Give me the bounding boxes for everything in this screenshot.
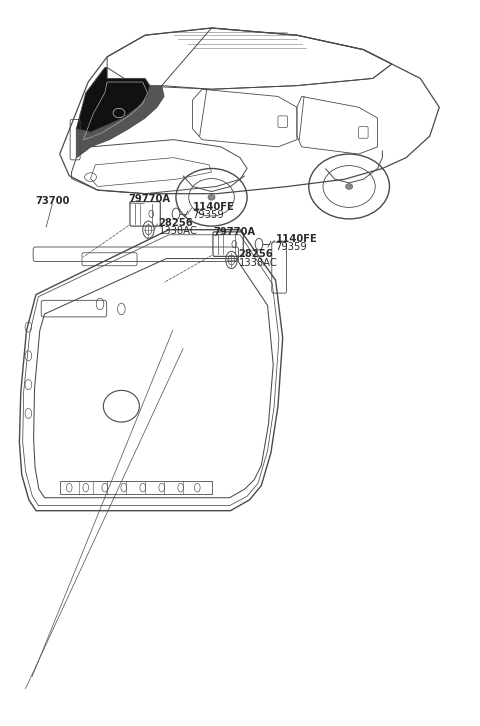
Text: 1338AC: 1338AC [158,227,197,236]
Text: 1338AC: 1338AC [239,258,277,268]
Text: 79359: 79359 [276,242,307,252]
Text: 73700: 73700 [35,196,70,206]
Ellipse shape [208,195,215,200]
Text: 1140FE: 1140FE [276,234,317,244]
Text: 79359: 79359 [192,210,224,219]
Text: 28256: 28256 [239,249,273,259]
Polygon shape [76,86,164,158]
Text: 79770A: 79770A [213,227,255,237]
Text: 1140FE: 1140FE [192,202,234,212]
Text: 28256: 28256 [158,218,193,227]
Polygon shape [76,68,150,132]
Text: 79770A: 79770A [129,195,170,205]
Ellipse shape [346,184,353,189]
